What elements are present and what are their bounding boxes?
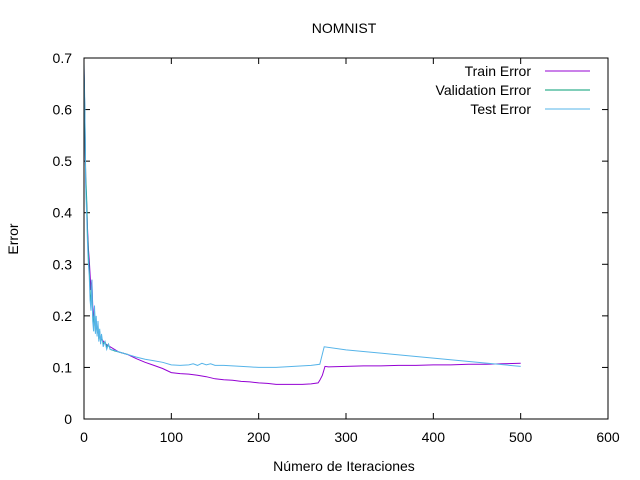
- axis-ticks: 0 100 200 300 400 500 600 0 0.1 0.2 0.3 0.4 0.5 0.6 0.…: [53, 50, 620, 445]
- legend-label: Validation Error: [436, 82, 532, 98]
- y-tick-label: 0.6: [53, 102, 73, 118]
- chart-title: NOMNIST: [312, 20, 377, 36]
- plot-frame: [83, 57, 609, 420]
- x-tick-label: 300: [334, 429, 358, 445]
- series-line-1: [83, 68, 521, 385]
- y-tick-label: 0.2: [53, 308, 73, 324]
- x-tick-label: 500: [509, 429, 533, 445]
- series-group: [83, 63, 521, 385]
- series-line-2: [83, 73, 128, 355]
- series-line-3: [83, 63, 521, 368]
- y-tick-label: 0: [64, 411, 72, 427]
- y-tick-label: 0.1: [53, 359, 73, 375]
- x-tick-label: 200: [247, 429, 271, 445]
- x-tick-label: 400: [422, 429, 446, 445]
- legend-label: Test Error: [470, 101, 531, 117]
- y-axis-label: Error: [5, 223, 21, 254]
- x-tick-label: 100: [160, 429, 184, 445]
- y-tick-label: 0.3: [53, 256, 73, 272]
- x-axis-label: Número de Iteraciones: [273, 458, 415, 474]
- x-tick-label: 600: [596, 429, 620, 445]
- legend-label: Train Error: [465, 63, 532, 79]
- legend: Train Error Validation Error Test Error: [436, 63, 590, 117]
- y-tick-label: 0.7: [53, 50, 73, 66]
- y-tick-label: 0.5: [53, 153, 73, 169]
- y-tick-label: 0.4: [53, 205, 73, 221]
- x-tick-label: 0: [80, 429, 88, 445]
